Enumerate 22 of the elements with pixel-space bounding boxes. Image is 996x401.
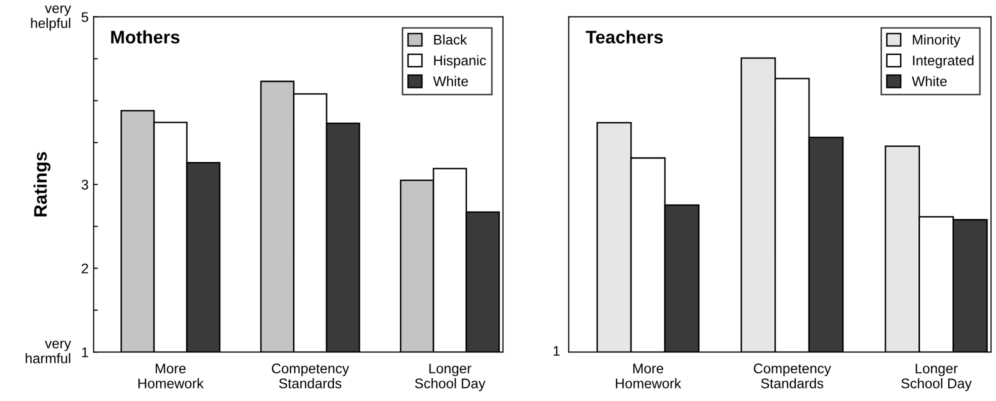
x-tick-label: More Homework — [616, 364, 682, 388]
legend-label: Black — [434, 34, 468, 45]
text: 1 — [554, 346, 560, 356]
text: Mothers — [111, 30, 180, 44]
y-tick-label: 3 — [82, 180, 88, 190]
legend-label: White — [912, 76, 947, 86]
y-tick-label: 1 — [82, 348, 88, 358]
y-axis-title: Ratings — [34, 152, 50, 216]
y-tick-label: 2 — [82, 264, 88, 274]
x-tick-label: Competency Standards — [754, 364, 832, 388]
legend-label: Minority — [912, 34, 960, 48]
x-tick-label: Longer School Day — [415, 364, 486, 392]
legend-label: Integrated — [913, 55, 974, 68]
legend-label: Hispanic — [434, 55, 486, 68]
x-tick-label: Competency Standards — [272, 364, 350, 388]
text: very helpful — [31, 5, 72, 31]
y-tick-label: 5 — [82, 12, 88, 22]
legend-label: White — [433, 76, 468, 86]
x-tick-label: More Homework — [138, 364, 204, 388]
x-tick-label: Longer School Day — [901, 364, 972, 392]
chart-title: Teachers — [586, 30, 663, 44]
text: very harmful — [26, 340, 72, 364]
